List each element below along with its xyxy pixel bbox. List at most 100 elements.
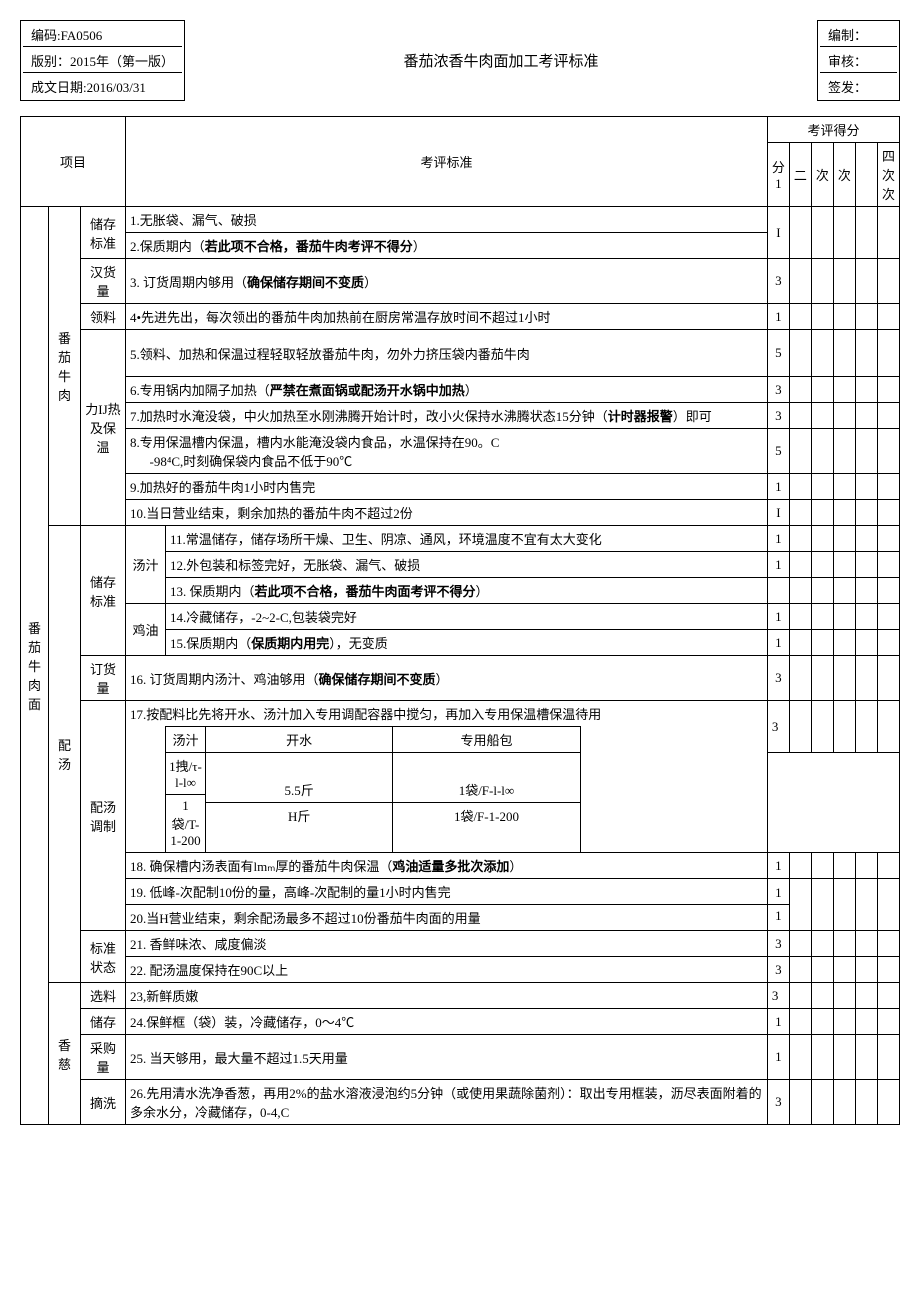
score-col-4: 次 <box>833 143 855 207</box>
nested-r1c1: 1拽/τ-l-l∞ <box>166 753 205 795</box>
category-1: 番茄牛肉面 <box>21 207 49 1125</box>
standard-header: 考评标准 <box>126 117 768 207</box>
score-r15: 1 <box>767 630 789 656</box>
nested-r2c3: 1袋/F-1-200 <box>393 803 579 828</box>
score-r14: 1 <box>767 604 789 630</box>
score-col-3: 次 <box>811 143 833 207</box>
rule-12: 12.外包装和标签完好，无胀袋、漏气、破损 <box>166 552 768 578</box>
score-r4: 1 <box>767 304 789 330</box>
material-label: 领料 <box>81 304 126 330</box>
rule-20: 20.当H营业结束，剩余配汤最多不超过10份番茄牛肉面的用量 <box>126 905 767 930</box>
score-r9: 1 <box>767 474 789 500</box>
score-r1: I <box>767 207 789 259</box>
chicken-oil-label: 鸡油 <box>126 604 166 656</box>
document-title: 番茄浓香牛肉面加工考评标准 <box>185 20 817 101</box>
rule-17: 17.按配料比先将开水、汤汁加入专用调配容器中搅匀，再加入专用保温槽保温待用 <box>126 701 768 727</box>
score-header: 考评得分 <box>767 117 899 143</box>
rule-22: 22. 配汤温度保持在90C以上 <box>126 957 768 983</box>
score-r8: 5 <box>767 429 789 474</box>
rule-9: 9.加热好的番茄牛肉1小时内售完 <box>126 474 768 500</box>
score-col-2: 二 <box>789 143 811 207</box>
soup-mix-label: 配汤调制 <box>81 701 126 931</box>
order-qty-label: 汉货量 <box>81 259 126 304</box>
score-r22: 3 <box>767 957 789 983</box>
compiled-label: 编制： <box>820 23 897 47</box>
rule-25: 25. 当天够用，最大量不超过1.5天用量 <box>126 1035 768 1080</box>
rule-7: 7.加热时水淹没袋，中火加热至水刚沸腾开始计时，改小火保持水沸腾状态15分钟（计… <box>126 403 768 429</box>
score-r7: 3 <box>767 403 789 429</box>
reviewed-label: 审核： <box>820 49 897 73</box>
nested-h2: 开水 <box>206 727 393 753</box>
score-r16: 3 <box>767 656 789 701</box>
code-label: 编码: <box>31 28 61 43</box>
score-fen: 分 <box>772 160 785 175</box>
nested-h3: 专用船包 <box>393 727 580 753</box>
rule-15: 15.保质期内（保质期内用完），无变质 <box>166 630 768 656</box>
nested-r1c2: 5.5斤 <box>206 777 392 803</box>
score-r20: 1 <box>768 905 789 927</box>
rule-11: 11.常温储存，储存场所干燥、卫生、阴凉、通风，环境温度不宜有太大变化 <box>166 526 768 552</box>
soup-storage-label: 储存标准 <box>81 526 126 656</box>
project-header: 项目 <box>21 117 126 207</box>
nested-r2c2: H斤 <box>206 803 392 828</box>
rule-18: 18. 确保槽内汤表面有lmₘ厚的番茄牛肉保温（鸡油适量多批次添加） <box>126 853 768 879</box>
score-col-5 <box>855 143 877 207</box>
score-r3: 3 <box>767 259 789 304</box>
nested-r2c1: 1袋/T-1-200 <box>166 795 205 852</box>
edition-label: 版别： <box>31 54 70 69</box>
score-r26: 3 <box>767 1080 789 1125</box>
rule-4: 4•先进先出，每次领出的番茄牛肉加热前在厨房常温存放时间不超过1小时 <box>126 304 768 330</box>
score-r18: 1 <box>767 853 789 879</box>
soup-juice-label: 汤汁 <box>126 526 166 604</box>
score-r17: 3 <box>767 701 789 753</box>
storage-std-label: 储存标准 <box>81 207 126 259</box>
score-r6: 3 <box>767 377 789 403</box>
nested-h1: 汤汁 <box>166 727 206 753</box>
rule-16: 16. 订货周期内汤汁、鸡油够用（确保储存期间不变质） <box>126 656 768 701</box>
rule-19: 19. 低峰-次配制10份的量，高峰-次配制的量1小时内售完 <box>126 879 767 905</box>
date-label: 成文日期: <box>31 80 87 95</box>
score-r12: 1 <box>767 552 789 578</box>
rule-3: 3. 订货周期内够用（确保储存期间不变质） <box>126 259 768 304</box>
section-tomato-beef: 番茄牛肉 <box>49 207 81 526</box>
date-value: 2016/03/31 <box>87 80 146 95</box>
document-header: 编码:FA0506 版别：2015年（第一版） 成文日期:2016/03/31 … <box>20 20 900 101</box>
code-value: FA0506 <box>61 28 103 43</box>
score-r11: 1 <box>767 526 789 552</box>
rule-21: 21. 香鲜味浓、咸度偏淡 <box>126 931 768 957</box>
rule-1: 1.无胀袋、漏气、破损 <box>126 207 768 233</box>
section-soup: 配汤 <box>49 526 81 983</box>
score-r24: 1 <box>767 1009 789 1035</box>
score-r21: 3 <box>767 931 789 957</box>
score-1: 1 <box>775 176 782 191</box>
rule-14: 14.冷藏储存，-2~2-C,包装袋完好 <box>166 604 768 630</box>
score-si: 四 <box>882 149 895 164</box>
score-cici: 次次 <box>882 168 895 202</box>
nested-r1c3: 1袋/F-l-l∞ <box>393 777 579 803</box>
soup-order-label: 订货量 <box>81 656 126 701</box>
rule-13: 13. 保质期内（若此项不合格，番茄牛肉面考评不得分） <box>166 578 768 604</box>
state-label: 标准状态 <box>81 931 126 983</box>
rule-26: 26.先用清水洗净香葱，再用2%的盐水溶液浸泡约5分钟（或使用果蔬除菌剂）：取出… <box>126 1080 768 1125</box>
rule-23: 23,新鲜质嫩 <box>126 983 768 1009</box>
rule-10: 10.当日营业结束，剩余加热的番茄牛肉不超过2份 <box>126 500 768 526</box>
wash-label: 摘洗 <box>81 1080 126 1125</box>
purchase-label: 采购量 <box>81 1035 126 1080</box>
score-r5: 5 <box>767 330 789 377</box>
issued-label: 签发： <box>820 75 897 98</box>
rule-24: 24.保鲜框（袋）装，冷藏储存，0～4℃ <box>126 1009 768 1035</box>
score-r25: 1 <box>767 1035 789 1080</box>
score-r23: 3 <box>767 983 789 1009</box>
section-onion: 香慈 <box>49 983 81 1125</box>
rule-2: 2.保质期内（若此项不合格，番茄牛肉考评不得分） <box>126 233 768 259</box>
rule-5: 5.领料、加热和保温过程轻取轻放番茄牛肉，勿外力挤压袋内番茄牛肉 <box>126 330 768 377</box>
score-r19: 1 <box>768 882 789 905</box>
edition-value: 2015年（第一版） <box>70 54 174 69</box>
select-label: 选料 <box>81 983 126 1009</box>
header-right-table: 编制： 审核： 签发： <box>817 20 900 101</box>
heat-label: 力IJ热及保温 <box>81 330 126 526</box>
rule-6: 6.专用锅内加隔子加热（严禁在煮面锅或配汤开水锅中加热） <box>126 377 768 403</box>
score-r10: I <box>767 500 789 526</box>
rule-8: 8.专用保温槽内保温，槽内水能淹没袋内食品，水温保持在90。C -98⁴C,时刻… <box>126 429 768 474</box>
onion-storage-label: 储存 <box>81 1009 126 1035</box>
